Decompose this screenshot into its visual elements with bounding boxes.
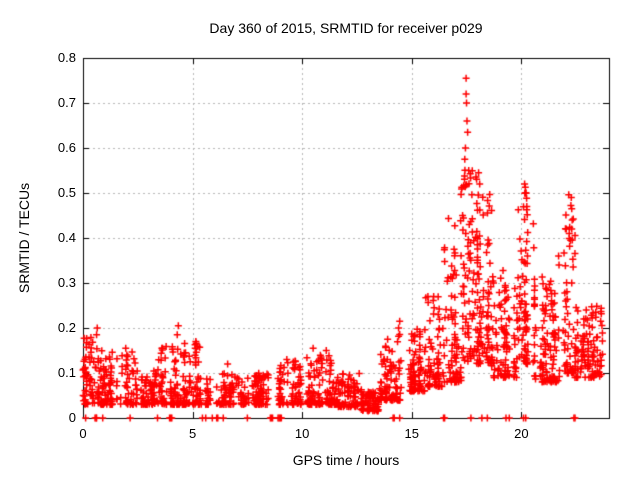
y-tick-label: 0.6	[57, 140, 76, 155]
x-tick-label: 20	[514, 426, 529, 441]
y-tick-label: 0.2	[57, 320, 76, 335]
y-tick-label: 0	[68, 410, 76, 425]
y-tick-label: 0.4	[57, 230, 76, 245]
x-tick-label: 5	[188, 426, 197, 441]
y-tick-label: 0.3	[57, 275, 76, 290]
x-tick-label: 15	[404, 426, 419, 441]
chart-title: Day 360 of 2015, SRMTID for receiver p02…	[209, 20, 483, 36]
x-tick-label: 10	[294, 426, 310, 441]
x-axis-label: GPS time / hours	[292, 452, 400, 468]
y-tick-label: 0.7	[57, 95, 76, 110]
x-tick-label: 0	[79, 426, 87, 441]
y-tick-label: 0.1	[57, 365, 76, 380]
y-tick-label: 0.5	[57, 185, 76, 200]
y-tick-label: 0.8	[57, 50, 76, 65]
